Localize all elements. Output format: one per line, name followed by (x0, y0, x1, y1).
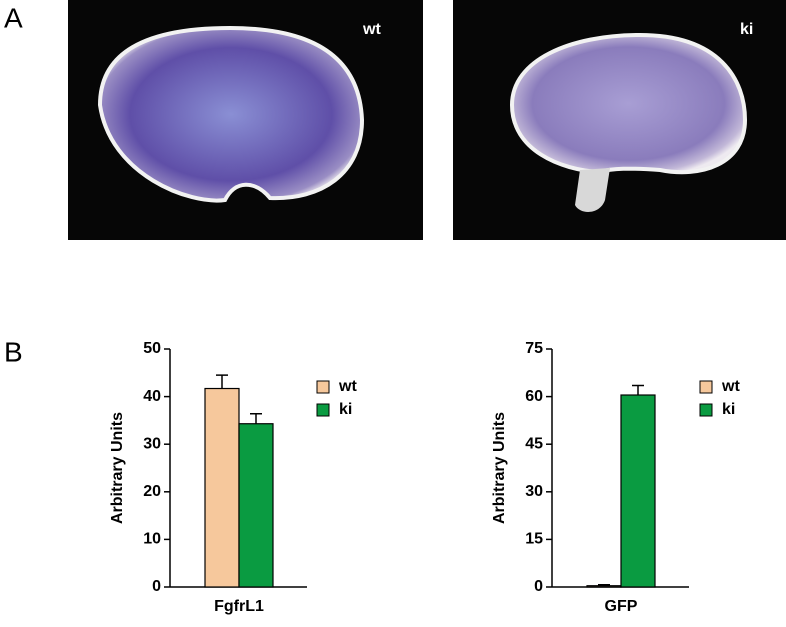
y-tick-label: 20 (143, 483, 161, 500)
y-tick-label: 15 (525, 531, 543, 548)
y-tick-label: 40 (143, 388, 161, 405)
error-bar (632, 384, 644, 396)
bar (204, 387, 240, 588)
x-tick-label: FgfrL1 (214, 598, 264, 615)
x-tick-label: GFP (605, 598, 638, 615)
error-bar (216, 374, 228, 389)
y-axis-label: Arbitrary Units (109, 412, 126, 524)
panel-label: B (4, 336, 23, 367)
image-label: wt (362, 21, 381, 38)
legend-label: wt (721, 378, 740, 395)
legend-swatch (316, 380, 330, 394)
y-tick-label: 30 (143, 435, 161, 452)
y-tick-label: 60 (525, 388, 543, 405)
image-label: ki (740, 21, 753, 38)
legend-label: wt (338, 378, 357, 395)
legend-swatch (316, 403, 330, 417)
legend-label: ki (339, 401, 352, 418)
tissue-image (97, 25, 365, 203)
tissue-stalk (575, 168, 610, 212)
y-tick-label: 75 (525, 340, 543, 357)
y-tick-label: 30 (525, 483, 543, 500)
panel-label: A (4, 2, 23, 33)
y-tick-label: 10 (143, 531, 161, 548)
bar (238, 423, 274, 588)
bar (620, 394, 656, 588)
error-bar (598, 584, 610, 586)
y-axis-label: Arbitrary Units (491, 412, 508, 524)
y-tick-label: 45 (525, 435, 543, 452)
error-bar (250, 412, 262, 424)
bar (586, 585, 622, 588)
legend-swatch (699, 380, 713, 394)
tissue-image (509, 32, 748, 175)
y-tick-label: 0 (152, 578, 161, 595)
y-tick-label: 0 (534, 578, 543, 595)
legend-label: ki (722, 401, 735, 418)
y-tick-label: 50 (143, 340, 161, 357)
legend-swatch (699, 403, 713, 417)
